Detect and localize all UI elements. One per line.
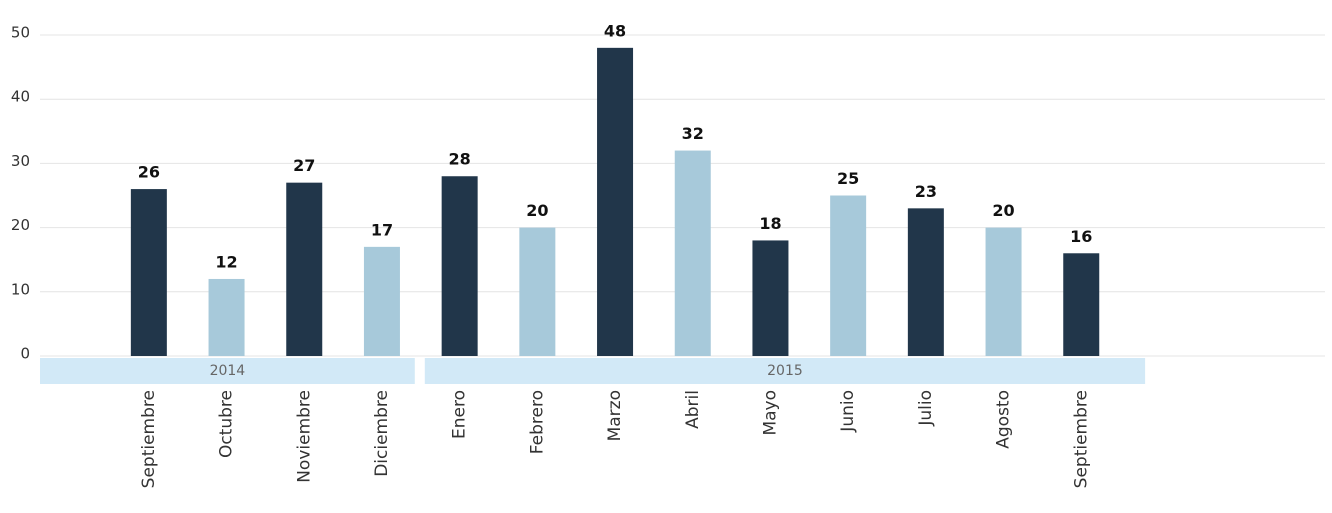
value-label: 48 — [604, 21, 626, 40]
x-tick-label: Mayo — [760, 390, 780, 436]
y-tick-label: 30 — [11, 152, 30, 170]
bar — [363, 246, 400, 356]
value-label: 27 — [293, 156, 315, 175]
x-tick-label: Enero — [450, 390, 470, 439]
value-label: 25 — [837, 169, 859, 188]
bar — [674, 150, 711, 356]
x-tick-label: Marzo — [605, 390, 625, 441]
group-label: 2015 — [767, 363, 803, 379]
bar — [830, 195, 867, 356]
x-tick-label: Octubre — [217, 390, 237, 458]
bar — [286, 182, 323, 356]
y-tick-label: 10 — [11, 280, 30, 298]
bar — [907, 208, 944, 356]
x-tick-label: Agosto — [994, 390, 1014, 449]
x-tick-label: Julio — [916, 390, 936, 427]
bar — [597, 47, 634, 357]
value-label: 26 — [138, 163, 160, 182]
value-label: 20 — [526, 201, 548, 220]
y-tick-label: 40 — [11, 88, 30, 106]
value-label: 18 — [759, 214, 781, 233]
group-band — [424, 358, 1146, 384]
value-label: 17 — [371, 220, 393, 239]
group-label: 2014 — [210, 363, 246, 379]
bar — [1063, 253, 1100, 356]
value-label: 28 — [449, 150, 471, 169]
value-label: 20 — [992, 201, 1014, 220]
x-tick-label: Abril — [683, 390, 703, 429]
bar — [519, 227, 556, 356]
x-tick-label: Junio — [838, 390, 858, 433]
value-label: 16 — [1070, 227, 1092, 246]
bar — [985, 227, 1022, 356]
value-label: 23 — [915, 182, 937, 201]
value-label: 12 — [215, 252, 237, 271]
x-tick-label: Noviembre — [294, 390, 314, 483]
y-tick-label: 20 — [11, 216, 30, 234]
value-label: 32 — [682, 124, 704, 143]
x-tick-label: Febrero — [527, 390, 547, 454]
x-tick-label: Septiembre — [1071, 390, 1091, 488]
bar — [130, 189, 167, 356]
x-tick-label: Diciembre — [372, 390, 392, 477]
x-tick-label: Septiembre — [139, 390, 159, 488]
bar — [752, 240, 789, 356]
bar — [208, 278, 245, 356]
bar — [441, 176, 478, 356]
y-tick-label: 0 — [20, 345, 30, 363]
y-tick-label: 50 — [11, 24, 30, 42]
group-band — [40, 358, 415, 384]
